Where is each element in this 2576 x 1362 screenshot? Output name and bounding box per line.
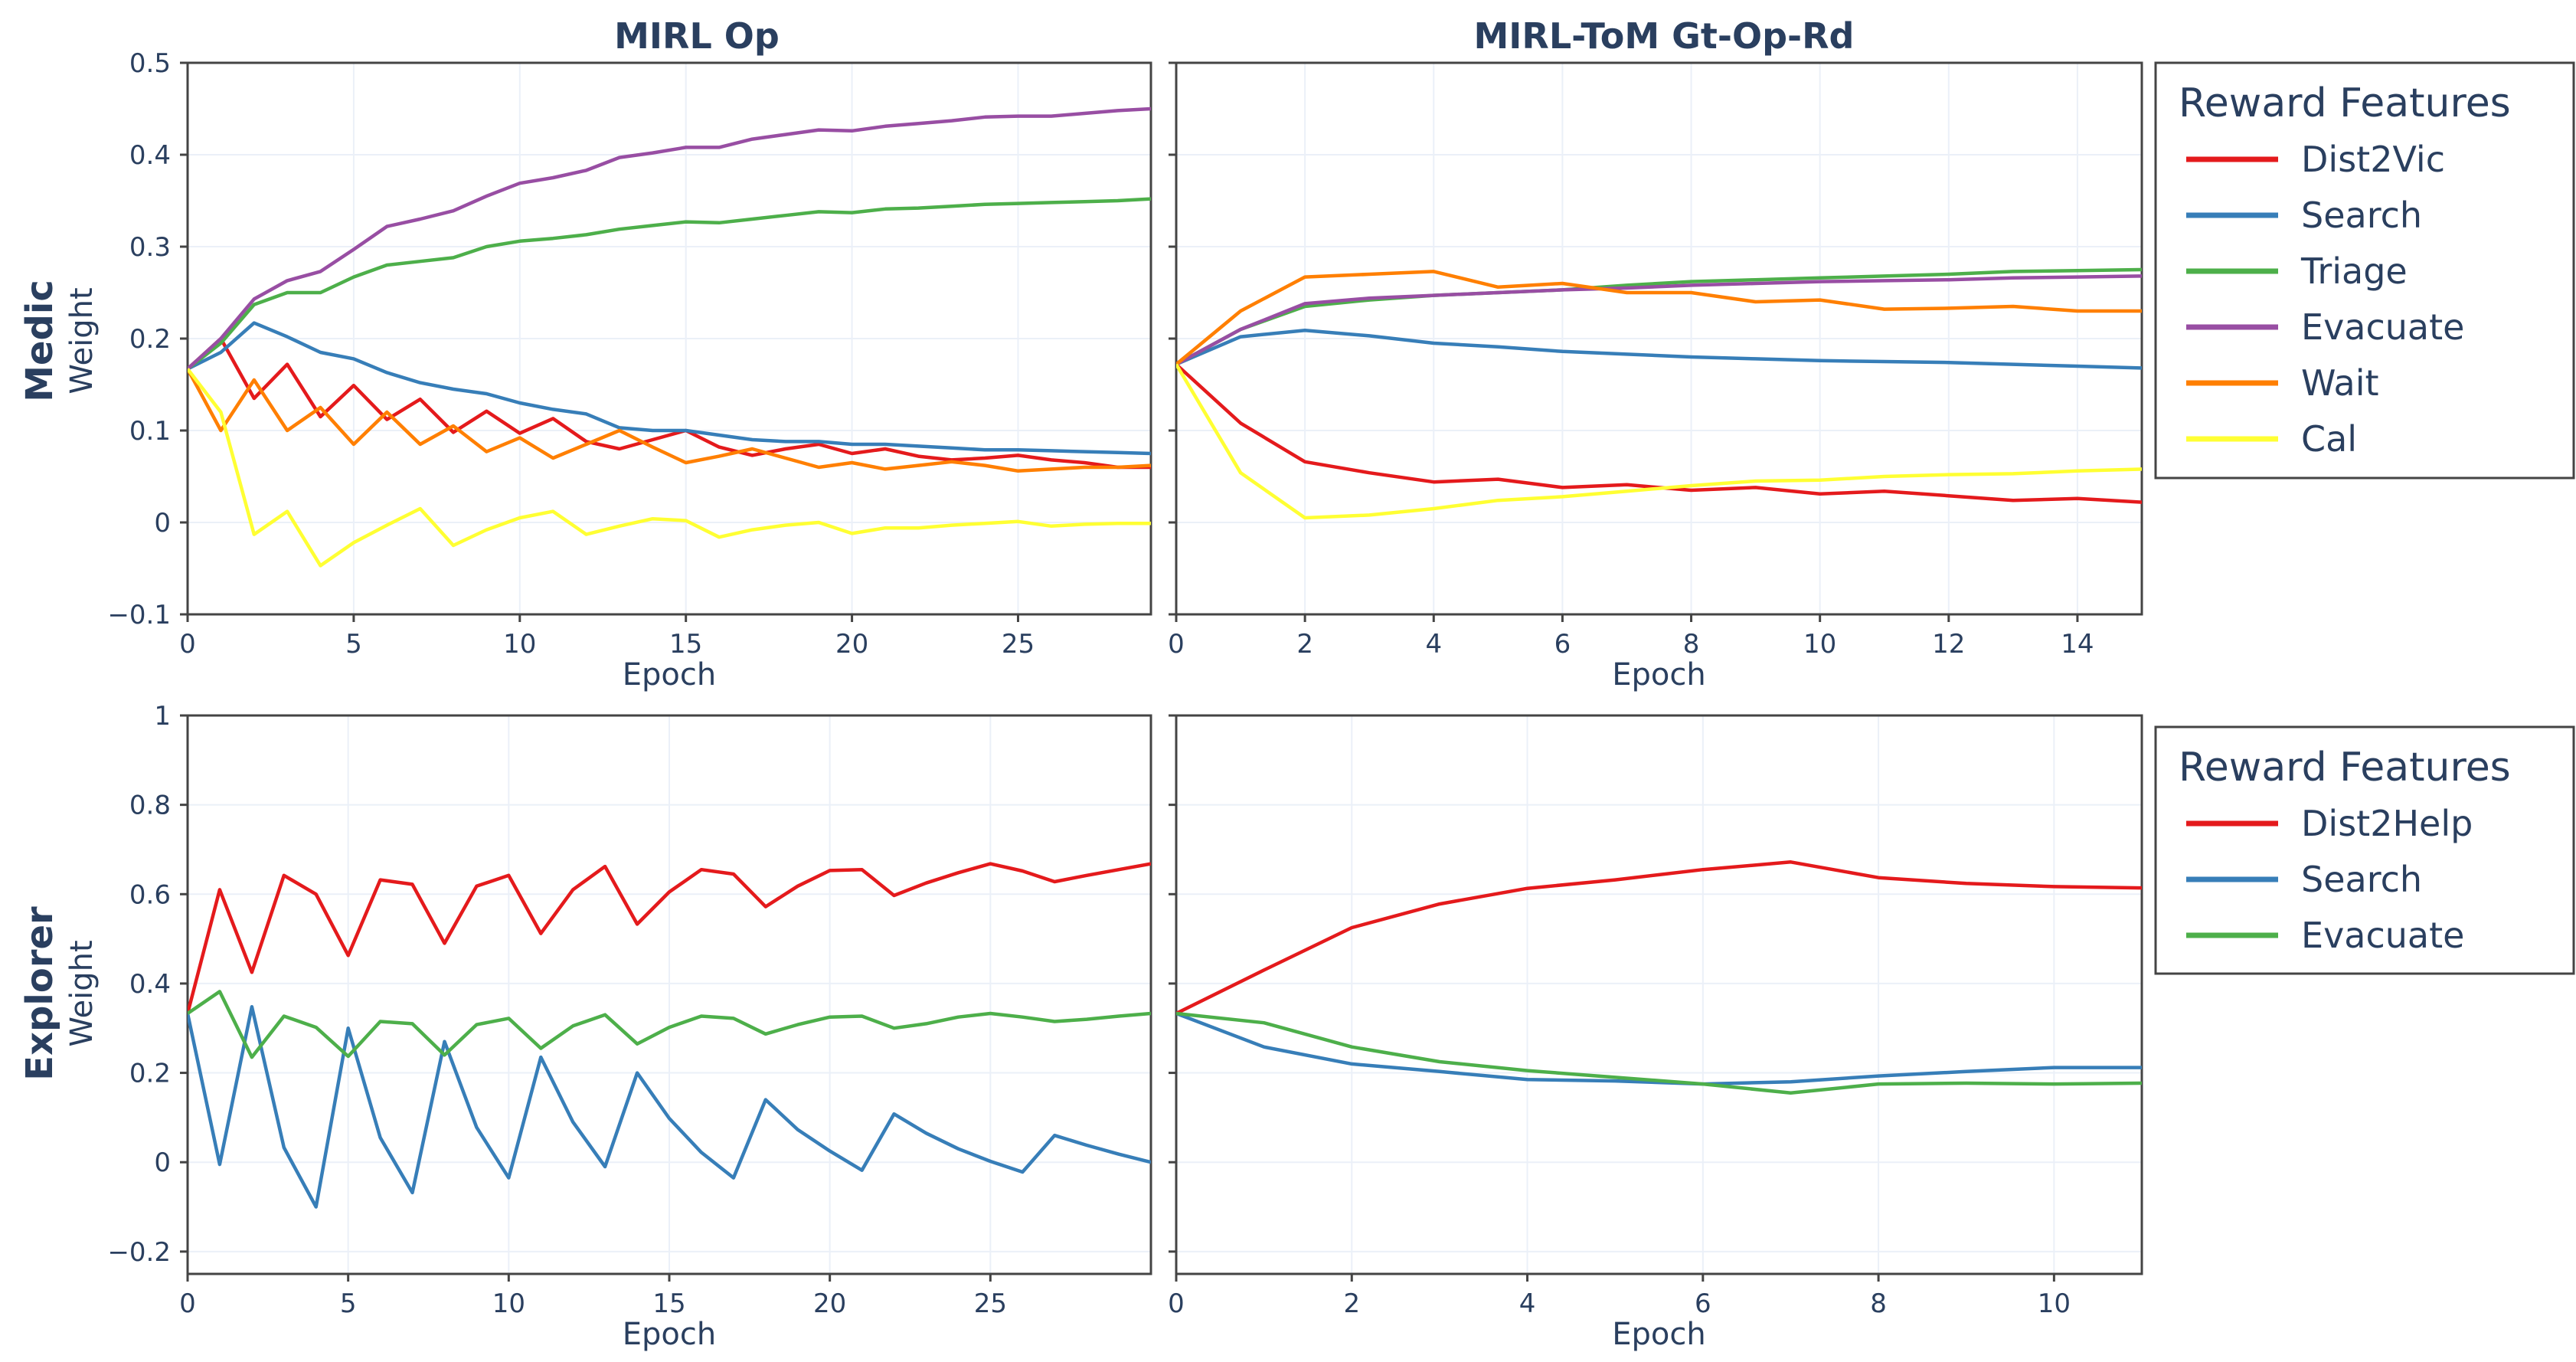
column-title-left: MIRL Op bbox=[614, 15, 780, 57]
chart-panel-medic-mirl-tom: 0 2 4 6 8 10 12 14 Epoch bbox=[1168, 61, 2143, 692]
plot-frame bbox=[1175, 714, 2143, 1275]
x-tick-label: 25 bbox=[1002, 629, 1035, 660]
y-tick-label: 0.4 bbox=[129, 969, 171, 1000]
x-tick-label: 0 bbox=[179, 1288, 196, 1319]
x-tick-label: 25 bbox=[974, 1288, 1007, 1319]
series-line-evacuate bbox=[188, 106, 1151, 371]
legend-label-dist2help: Dist2Help bbox=[2301, 803, 2473, 844]
x-tick-label: 0 bbox=[179, 629, 196, 660]
x-axis-title: Epoch bbox=[1612, 657, 1705, 692]
series-line-cal bbox=[188, 368, 1151, 568]
legend-items: Dist2Help Search Evacuate bbox=[2186, 803, 2473, 956]
x-tick-label: 4 bbox=[1519, 1288, 1536, 1319]
x-tick-label: 4 bbox=[1425, 629, 1442, 660]
x-tick-label: 20 bbox=[835, 629, 868, 660]
y-tick-label: −0.2 bbox=[107, 1237, 171, 1268]
x-tick-label: 10 bbox=[503, 629, 536, 660]
x-tick-label: 0 bbox=[1168, 1288, 1185, 1319]
y-tick-label: 0.4 bbox=[129, 140, 171, 171]
legend-medic: Reward Features Dist2Vic Search Triage Evac… bbox=[2154, 61, 2575, 480]
legend-title: Reward Features bbox=[2179, 80, 2511, 126]
column-title-right: MIRL-ToM Gt-Op-Rd bbox=[1474, 15, 1855, 57]
y-tick-label: −0.1 bbox=[107, 600, 171, 630]
y-tick-label: 0 bbox=[154, 508, 171, 539]
series-line-wait bbox=[188, 368, 1151, 473]
x-tick-label: 2 bbox=[1343, 1288, 1360, 1319]
y-tick-label: 0.8 bbox=[129, 791, 171, 821]
x-tick-label: 0 bbox=[1168, 629, 1185, 660]
x-axis-title: Epoch bbox=[623, 657, 716, 692]
x-tick-label: 10 bbox=[1803, 629, 1836, 660]
series-line-search bbox=[1176, 1011, 2142, 1086]
series-line-cal bbox=[1176, 363, 2142, 520]
y-tick-label: 0.2 bbox=[129, 324, 171, 355]
series-line-evacuate bbox=[188, 990, 1151, 1059]
legend-explorer: Reward Features Dist2Help Search Evacuate bbox=[2154, 725, 2575, 975]
x-tick-label: 8 bbox=[1683, 629, 1700, 660]
x-tick-label: 5 bbox=[340, 1288, 357, 1319]
chart-panel-medic-mirl-op: 0 5 10 15 20 25 −0.1 0 0.1 0.2 0.3 0.4 0.5 Epoch bbox=[107, 48, 1152, 692]
y-tick-label: 1 bbox=[154, 701, 171, 732]
y-tick-label: 0 bbox=[154, 1148, 171, 1178]
y-axis-title-medic: Weight bbox=[64, 287, 100, 394]
x-tick-label: 10 bbox=[492, 1288, 525, 1319]
y-tick-label: 0.2 bbox=[129, 1059, 171, 1089]
legend-label-cal: Cal bbox=[2301, 418, 2357, 460]
legend-label-evacuate: Evacuate bbox=[2301, 306, 2464, 348]
x-tick-label: 15 bbox=[669, 629, 702, 660]
x-axis-title: Epoch bbox=[1612, 1317, 1705, 1352]
x-tick-label: 14 bbox=[2061, 629, 2094, 660]
x-tick-label: 2 bbox=[1296, 629, 1313, 660]
row-title-medic: Medic bbox=[18, 280, 61, 402]
x-tick-label: 5 bbox=[345, 629, 362, 660]
y-axis-title-explorer: Weight bbox=[64, 940, 100, 1046]
series-line-evacuate bbox=[1176, 274, 2142, 366]
series-line-search bbox=[1176, 328, 2142, 370]
series-line-dist2vic bbox=[188, 336, 1151, 470]
legend-title: Reward Features bbox=[2179, 745, 2511, 791]
series-line-dist2help bbox=[188, 862, 1151, 1014]
series-line-dist2help bbox=[1176, 860, 2142, 1016]
x-tick-label: 12 bbox=[1932, 629, 1965, 660]
x-tick-label: 10 bbox=[2038, 1288, 2071, 1319]
chart-panel-explorer-mirl-tom: 0 2 4 6 8 10 Epoch bbox=[1168, 714, 2143, 1352]
x-tick-label: 8 bbox=[1870, 1288, 1887, 1319]
y-tick-label: 0.3 bbox=[129, 232, 171, 263]
x-axis-title: Epoch bbox=[623, 1317, 716, 1352]
y-tick-label: 0.6 bbox=[129, 879, 171, 910]
series-line-wait bbox=[1176, 270, 2142, 366]
legend-label-wait: Wait bbox=[2301, 362, 2379, 404]
legend-label-search: Search bbox=[2301, 859, 2422, 900]
legend-label-evacuate: Evacuate bbox=[2301, 915, 2464, 956]
x-tick-label: 15 bbox=[652, 1288, 685, 1319]
x-tick-label: 6 bbox=[1554, 629, 1571, 660]
legend-label-triage: Triage bbox=[2300, 250, 2408, 292]
legend-items: Dist2Vic Search Triage Evacuate Wait Cal bbox=[2186, 139, 2464, 460]
series-line-search bbox=[188, 321, 1151, 456]
x-tick-label: 6 bbox=[1695, 1288, 1711, 1319]
y-tick-label: 0.5 bbox=[129, 48, 171, 79]
series-line-evacuate bbox=[1176, 1011, 2142, 1095]
y-tick-label: 0.1 bbox=[129, 416, 171, 447]
x-tick-label: 20 bbox=[813, 1288, 846, 1319]
series-line-dist2vic bbox=[1176, 362, 2142, 504]
chart-panel-explorer-mirl-op: 0 5 10 15 20 25 −0.2 0 0.2 0.4 0.6 0.8 1 Epoch bbox=[107, 701, 1152, 1352]
row-title-explorer: Explorer bbox=[18, 906, 61, 1081]
series-line-triage bbox=[1176, 267, 2142, 366]
legend-label-search: Search bbox=[2301, 195, 2422, 236]
series-line-search bbox=[188, 1004, 1151, 1209]
legend-label-dist2vic: Dist2Vic bbox=[2301, 139, 2445, 180]
series-line-triage bbox=[188, 197, 1151, 371]
legend-box bbox=[2154, 725, 2575, 975]
